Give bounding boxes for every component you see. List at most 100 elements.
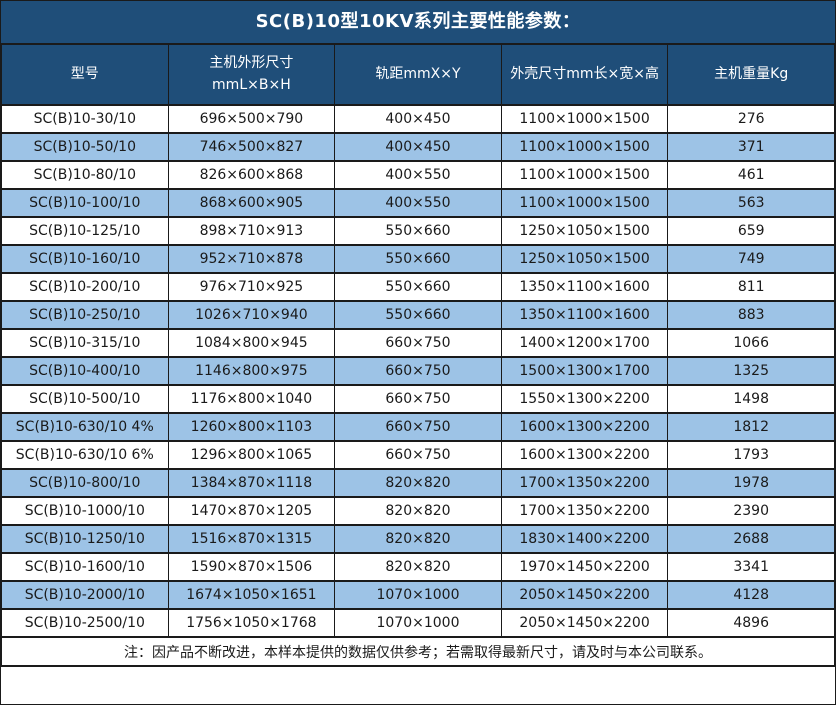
model-cell: SC(B)10-630/10 6% bbox=[1, 440, 169, 470]
value-cell: 883 bbox=[667, 300, 835, 330]
table-row: SC(B)10-80/10 826×600×868 400×550 1100×1000… bbox=[1, 160, 835, 190]
value-cell: 1100×1000×1500 bbox=[500, 104, 669, 134]
model-cell: SC(B)10-1000/10 bbox=[1, 496, 169, 526]
table-row: SC(B)10-800/10 1384×870×1118 820×820 1700×1… bbox=[1, 468, 835, 498]
column-header-2: 主机外形尺寸 mmL×B×H bbox=[167, 43, 336, 106]
column-header-label: 轨距mmX×Y bbox=[375, 65, 461, 82]
table-row: SC(B)10-500/10 1176×800×1040 660×750 1550×1… bbox=[1, 384, 835, 414]
value-cell: 1325 bbox=[667, 356, 835, 386]
table-row: SC(B)10-1000/10 1470×870×1205 820×820 1700×… bbox=[1, 496, 835, 526]
value-cell: 400×550 bbox=[334, 160, 502, 190]
value-cell: 1250×1050×1500 bbox=[500, 216, 669, 246]
model-cell: SC(B)10-400/10 bbox=[1, 356, 169, 386]
value-cell: 1590×870×1506 bbox=[167, 552, 336, 582]
value-cell: 371 bbox=[667, 132, 835, 162]
value-cell: 2390 bbox=[667, 496, 835, 526]
value-cell: 4896 bbox=[667, 608, 835, 638]
model-cell: SC(B)10-200/10 bbox=[1, 272, 169, 302]
value-cell: 820×820 bbox=[334, 524, 502, 554]
model-cell: SC(B)10-630/10 4% bbox=[1, 412, 169, 442]
value-cell: 811 bbox=[667, 272, 835, 302]
value-cell: 1470×870×1205 bbox=[167, 496, 336, 526]
value-cell: 1500×1300×1700 bbox=[500, 356, 669, 386]
table-row: SC(B)10-2000/10 1674×1050×1651 1070×1000 20… bbox=[1, 580, 835, 610]
value-cell: 1070×1000 bbox=[334, 580, 502, 610]
model-cell: SC(B)10-80/10 bbox=[1, 160, 169, 190]
page-title: SC(B)10型10KV系列主要性能参数： bbox=[1, 1, 835, 43]
value-cell: 820×820 bbox=[334, 552, 502, 582]
column-header-1: 型号 bbox=[1, 43, 169, 106]
value-cell: 400×550 bbox=[334, 188, 502, 218]
value-cell: 1674×1050×1651 bbox=[167, 580, 336, 610]
column-header-4: 外壳尺寸mm长×宽×高 bbox=[500, 43, 669, 106]
footnote-row: 注：因产品不断改进，本样本提供的数据仅供参考；若需取得最新尺寸，请及时与本公司联… bbox=[1, 636, 835, 667]
value-cell: 550×660 bbox=[334, 216, 502, 246]
table-row: SC(B)10-630/10 4% 1260×800×1103 660×750 160… bbox=[1, 412, 835, 442]
model-cell: SC(B)10-160/10 bbox=[1, 244, 169, 274]
value-cell: 4128 bbox=[667, 580, 835, 610]
table-row: SC(B)10-30/10 696×500×790 400×450 1100×1000… bbox=[1, 104, 835, 134]
table-row: SC(B)10-50/10 746×500×827 400×450 1100×1000… bbox=[1, 132, 835, 162]
table-row: SC(B)10-400/10 1146×800×975 660×750 1500×13… bbox=[1, 356, 835, 386]
model-cell: SC(B)10-500/10 bbox=[1, 384, 169, 414]
table-header: 型号 主机外形尺寸 mmL×B×H 轨距mmX×Y 外壳尺寸mm长×宽×高 主机重量Kg bbox=[1, 43, 835, 106]
value-cell: 1600×1300×2200 bbox=[500, 412, 669, 442]
table-row: SC(B)10-1600/10 1590×870×1506 820×820 1970×… bbox=[1, 552, 835, 582]
table-row: SC(B)10-1250/10 1516×870×1315 820×820 1830×… bbox=[1, 524, 835, 554]
model-cell: SC(B)10-100/10 bbox=[1, 188, 169, 218]
value-cell: 400×450 bbox=[334, 104, 502, 134]
value-cell: 563 bbox=[667, 188, 835, 218]
value-cell: 1600×1300×2200 bbox=[500, 440, 669, 470]
value-cell: 2050×1450×2200 bbox=[500, 580, 669, 610]
value-cell: 1176×800×1040 bbox=[167, 384, 336, 414]
value-cell: 1100×1000×1500 bbox=[500, 132, 669, 162]
value-cell: 1700×1350×2200 bbox=[500, 468, 669, 498]
value-cell: 2050×1450×2200 bbox=[500, 608, 669, 638]
model-cell: SC(B)10-2500/10 bbox=[1, 608, 169, 638]
model-cell: SC(B)10-315/10 bbox=[1, 328, 169, 358]
value-cell: 820×820 bbox=[334, 496, 502, 526]
value-cell: 749 bbox=[667, 244, 835, 274]
value-cell: 1970×1450×2200 bbox=[500, 552, 669, 582]
value-cell: 660×750 bbox=[334, 356, 502, 386]
value-cell: 1250×1050×1500 bbox=[500, 244, 669, 274]
model-cell: SC(B)10-125/10 bbox=[1, 216, 169, 246]
table-body: SC(B)10-30/10 696×500×790 400×450 1100×1000… bbox=[1, 104, 835, 638]
model-cell: SC(B)10-1600/10 bbox=[1, 552, 169, 582]
model-cell: SC(B)10-250/10 bbox=[1, 300, 169, 330]
value-cell: 1260×800×1103 bbox=[167, 412, 336, 442]
table-row: SC(B)10-160/10 952×710×878 550×660 1250×105… bbox=[1, 244, 835, 274]
value-cell: 1026×710×940 bbox=[167, 300, 336, 330]
value-cell: 1100×1000×1500 bbox=[500, 160, 669, 190]
table-row: SC(B)10-630/10 6% 1296×800×1065 660×750 160… bbox=[1, 440, 835, 470]
column-header-subline: mmL×B×H bbox=[212, 76, 291, 93]
table-row: SC(B)10-2500/10 1756×1050×1768 1070×1000 20… bbox=[1, 608, 835, 638]
value-cell: 660×750 bbox=[334, 384, 502, 414]
value-cell: 976×710×925 bbox=[167, 272, 336, 302]
column-header-3: 轨距mmX×Y bbox=[334, 43, 502, 106]
spec-table: 型号 主机外形尺寸 mmL×B×H 轨距mmX×Y 外壳尺寸mm长×宽×高 主机重量Kg … bbox=[1, 43, 835, 667]
value-cell: 660×750 bbox=[334, 328, 502, 358]
value-cell: 400×450 bbox=[334, 132, 502, 162]
value-cell: 1550×1300×2200 bbox=[500, 384, 669, 414]
value-cell: 660×750 bbox=[334, 412, 502, 442]
table-row: SC(B)10-250/10 1026×710×940 550×660 1350×11… bbox=[1, 300, 835, 330]
value-cell: 550×660 bbox=[334, 300, 502, 330]
value-cell: 1793 bbox=[667, 440, 835, 470]
value-cell: 1400×1200×1700 bbox=[500, 328, 669, 358]
value-cell: 1296×800×1065 bbox=[167, 440, 336, 470]
value-cell: 1498 bbox=[667, 384, 835, 414]
model-cell: SC(B)10-50/10 bbox=[1, 132, 169, 162]
table-row: SC(B)10-100/10 868×600×905 400×550 1100×100… bbox=[1, 188, 835, 218]
column-header-label: 主机外形尺寸 bbox=[209, 54, 294, 71]
value-cell: 868×600×905 bbox=[167, 188, 336, 218]
model-cell: SC(B)10-30/10 bbox=[1, 104, 169, 134]
value-cell: 696×500×790 bbox=[167, 104, 336, 134]
column-header-label: 主机重量Kg bbox=[714, 65, 789, 82]
column-header-5: 主机重量Kg bbox=[667, 43, 835, 106]
value-cell: 660×750 bbox=[334, 440, 502, 470]
model-cell: SC(B)10-1250/10 bbox=[1, 524, 169, 554]
value-cell: 1700×1350×2200 bbox=[500, 496, 669, 526]
value-cell: 1978 bbox=[667, 468, 835, 498]
